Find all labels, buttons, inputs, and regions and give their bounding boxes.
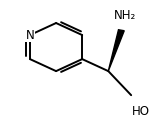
Polygon shape xyxy=(108,30,124,71)
Text: HO: HO xyxy=(132,105,150,118)
Text: N: N xyxy=(26,29,34,42)
Text: NH₂: NH₂ xyxy=(114,9,137,22)
